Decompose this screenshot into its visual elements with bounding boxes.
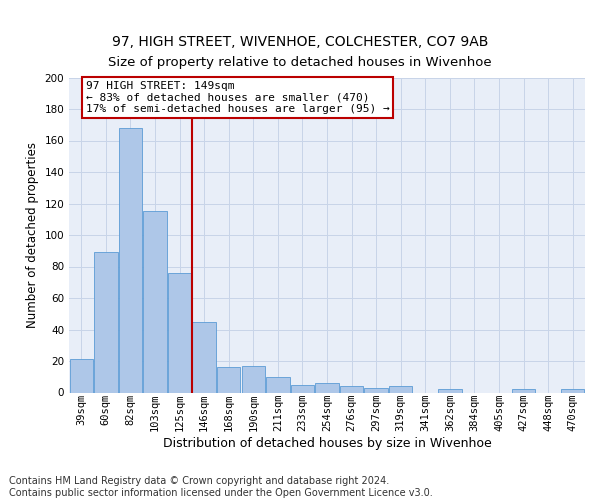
Bar <box>364 388 388 392</box>
Bar <box>438 390 461 392</box>
Y-axis label: Number of detached properties: Number of detached properties <box>26 142 39 328</box>
Text: Contains HM Land Registry data © Crown copyright and database right 2024.
Contai: Contains HM Land Registry data © Crown c… <box>9 476 433 498</box>
Bar <box>217 368 241 392</box>
Bar <box>94 252 118 392</box>
Bar <box>316 383 338 392</box>
Bar <box>389 386 412 392</box>
Bar <box>168 273 191 392</box>
Bar <box>70 360 93 392</box>
Bar <box>512 390 535 392</box>
Bar <box>291 384 314 392</box>
X-axis label: Distribution of detached houses by size in Wivenhoe: Distribution of detached houses by size … <box>163 437 491 450</box>
Text: Size of property relative to detached houses in Wivenhoe: Size of property relative to detached ho… <box>108 56 492 69</box>
Text: 97, HIGH STREET, WIVENHOE, COLCHESTER, CO7 9AB: 97, HIGH STREET, WIVENHOE, COLCHESTER, C… <box>112 36 488 50</box>
Bar <box>340 386 363 392</box>
Bar <box>143 212 167 392</box>
Text: 97 HIGH STREET: 149sqm
← 83% of detached houses are smaller (470)
17% of semi-de: 97 HIGH STREET: 149sqm ← 83% of detached… <box>86 80 389 114</box>
Bar <box>242 366 265 392</box>
Bar <box>119 128 142 392</box>
Bar <box>561 390 584 392</box>
Bar <box>193 322 216 392</box>
Bar <box>266 377 290 392</box>
